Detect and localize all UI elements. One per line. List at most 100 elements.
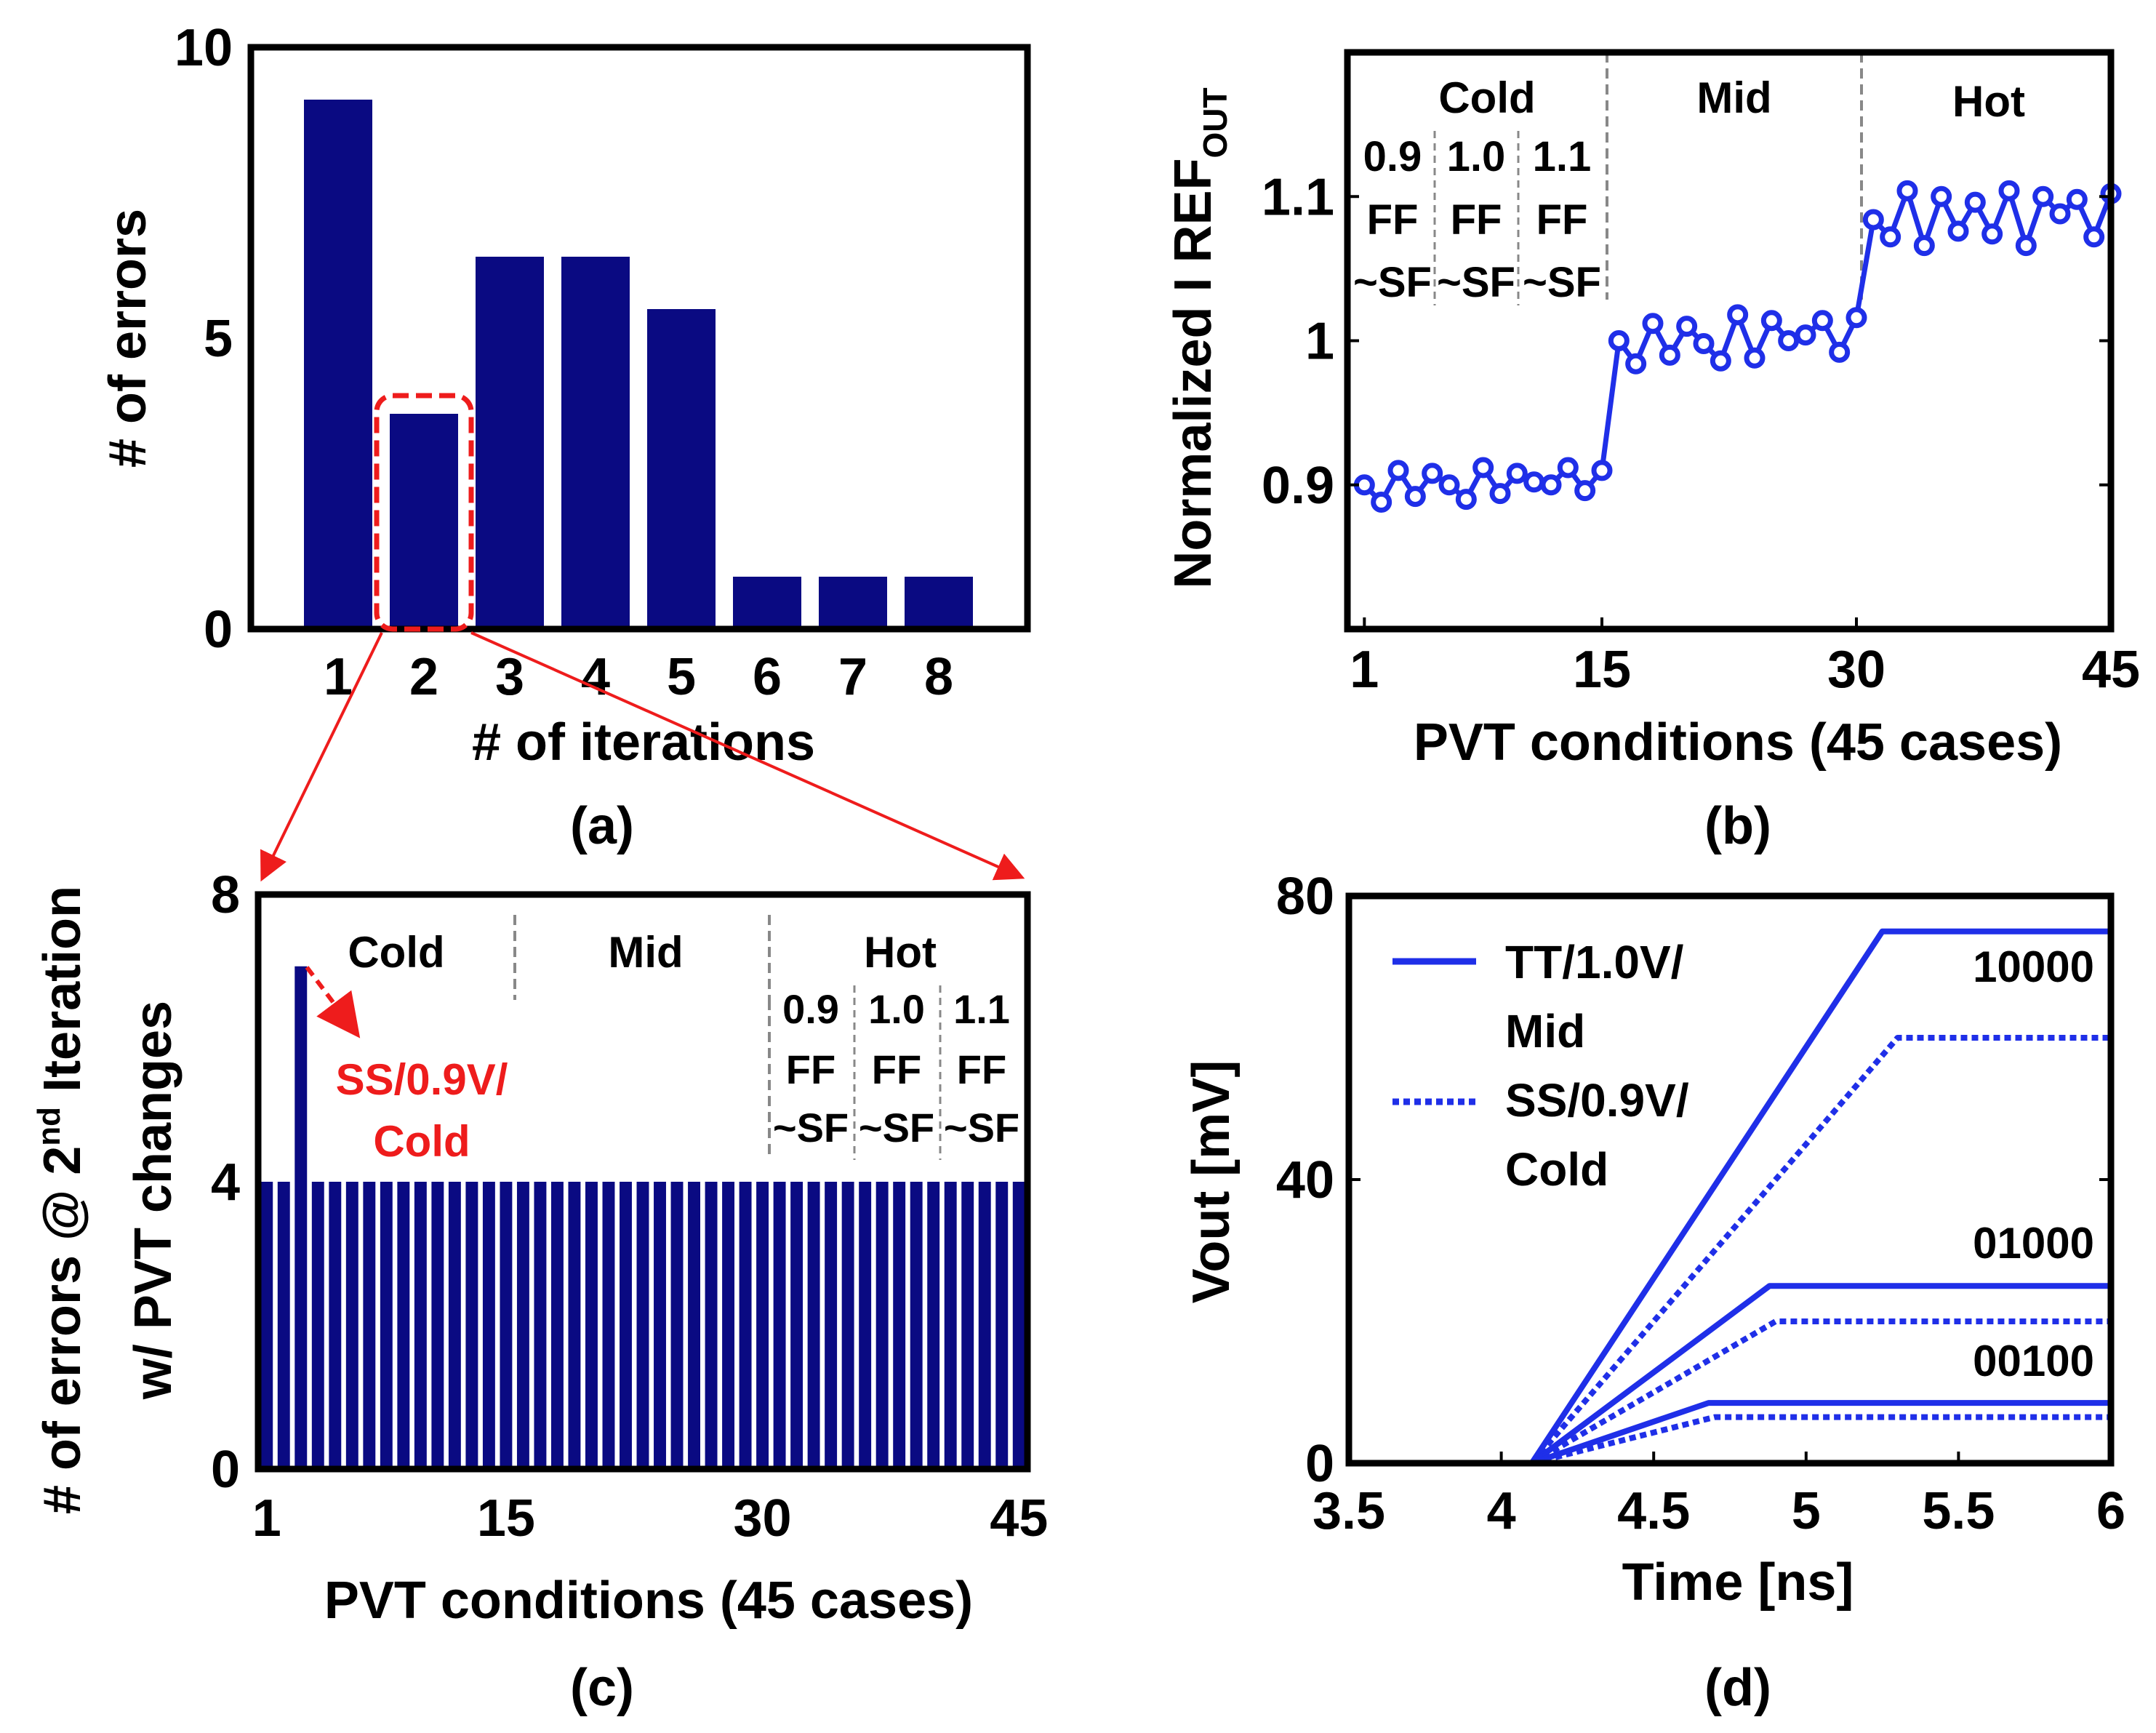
bar: [739, 1182, 752, 1469]
x-tick-label: 1: [324, 648, 353, 706]
panel-a-xlabel: # of iterations: [472, 713, 815, 772]
data-point: [1896, 180, 1918, 201]
legend-label: SS/0.9V/: [1505, 1074, 1689, 1126]
data-point: [1574, 480, 1596, 502]
bar: [978, 1182, 991, 1469]
data-point: [1659, 344, 1680, 366]
bar: [670, 1182, 684, 1469]
panel-b-label: (b): [1704, 797, 1771, 855]
data-point: [1846, 307, 1867, 329]
x-tick-label: 4: [1487, 1482, 1516, 1540]
bar: [516, 1182, 529, 1469]
y-tick-label: 1: [1305, 313, 1334, 371]
data-point: [1387, 460, 1409, 481]
hot-subgroups: 0.9 1.0 1.1 FF FF FF ~SF ~SF ~SF: [773, 986, 1019, 1150]
data-point: [1371, 492, 1392, 513]
bar: [825, 1182, 838, 1469]
region-cold: Cold: [1438, 73, 1535, 122]
data-point: [1913, 235, 1935, 257]
region-hot: Hot: [864, 928, 937, 977]
data-point: [1506, 463, 1528, 484]
data-point: [1981, 223, 2003, 245]
data-point: [1744, 347, 1766, 369]
subgroup-corner: FF: [1451, 196, 1502, 244]
y-tick-label: 0: [211, 1441, 240, 1499]
data-point: [1778, 330, 1800, 351]
bar: [944, 1182, 957, 1469]
bar: [414, 1182, 427, 1469]
x-tick-label: 15: [477, 1489, 535, 1548]
subgroup-corner: ~SF: [1353, 259, 1432, 306]
x-tick-label: 7: [838, 648, 867, 706]
legend-label: TT/1.0V/: [1505, 936, 1684, 988]
data-point: [1489, 483, 1511, 505]
series-line-00100-solid: [1349, 1400, 2111, 1466]
data-point: [1811, 310, 1833, 332]
x-tick-label: 8: [924, 648, 953, 706]
bar: [345, 1182, 358, 1469]
data-point: [1404, 486, 1426, 508]
x-tick-label: 4.5: [1617, 1482, 1690, 1540]
bar: [585, 1182, 598, 1469]
bar: [910, 1182, 923, 1469]
subgroup-corner: ~SF: [773, 1105, 849, 1150]
legend: TT/1.0V/ Mid SS/0.9V/ Cold: [1392, 936, 1689, 1196]
panel-d-label: (d): [1704, 1659, 1771, 1717]
bar: [807, 1182, 820, 1469]
subgroup-voltage: 1.0: [868, 986, 925, 1032]
bar: [380, 1182, 393, 1469]
data-point: [1880, 226, 1901, 248]
y-tick-label: 4: [211, 1153, 240, 1212]
bar: [550, 1182, 564, 1469]
bar: [688, 1182, 700, 1469]
data-point: [1455, 489, 1477, 511]
x-tick-label: 1: [1350, 641, 1379, 699]
data-point: [1862, 209, 1884, 231]
subgroup-corner: FF: [1536, 196, 1588, 244]
subgroup-voltage: 1.1: [953, 986, 1010, 1032]
data-point: [1523, 471, 1545, 493]
data-point: [1422, 463, 1443, 484]
x-tick-label: 3: [495, 648, 524, 706]
subgroup-corner: ~SF: [944, 1105, 1019, 1150]
bar: [859, 1182, 872, 1469]
y-tick-label: 8: [211, 866, 240, 924]
data-point: [1693, 332, 1715, 354]
subgroup-corner: FF: [786, 1046, 835, 1092]
ylabel-subscript: OUT: [1196, 87, 1234, 158]
panel-c-ylabel-line2: w/ PVT changes: [124, 1001, 183, 1400]
bar: [905, 577, 973, 629]
bar: [1012, 1182, 1025, 1469]
bar: [705, 1182, 718, 1469]
x-tick-label: 5: [1792, 1482, 1821, 1540]
region-mid: Mid: [1696, 73, 1771, 122]
x-tick-label: 6: [2096, 1482, 2125, 1540]
bar: [961, 1182, 974, 1469]
bar: [476, 257, 544, 629]
data-point: [2049, 203, 2071, 225]
curve-label: 00100: [1973, 1337, 2094, 1385]
bar: [995, 1182, 1009, 1469]
bar: [390, 414, 458, 629]
panel-c-xlabel: PVT conditions (45 cases): [324, 1572, 973, 1630]
data-point: [1472, 457, 1494, 479]
curve-label: 01000: [1973, 1219, 2094, 1268]
annotation-text: Cold: [373, 1117, 470, 1166]
ylabel-part: Iteration: [33, 886, 92, 1107]
bar: [448, 1182, 461, 1469]
bar: [304, 100, 372, 629]
subgroup-corner: FF: [872, 1046, 921, 1092]
bar: [482, 1182, 495, 1469]
y-tick-label: 0.9: [1262, 457, 1334, 515]
bar: [294, 966, 308, 1469]
x-tick-label: 30: [734, 1489, 792, 1548]
bar: [500, 1182, 513, 1469]
data-point: [1540, 474, 1562, 496]
data-point: [1438, 474, 1460, 496]
bar: [620, 1182, 632, 1469]
y-tick-label: 40: [1276, 1151, 1334, 1209]
data-point: [1625, 353, 1647, 375]
data-point: [1964, 191, 1986, 213]
bar: [647, 309, 716, 629]
